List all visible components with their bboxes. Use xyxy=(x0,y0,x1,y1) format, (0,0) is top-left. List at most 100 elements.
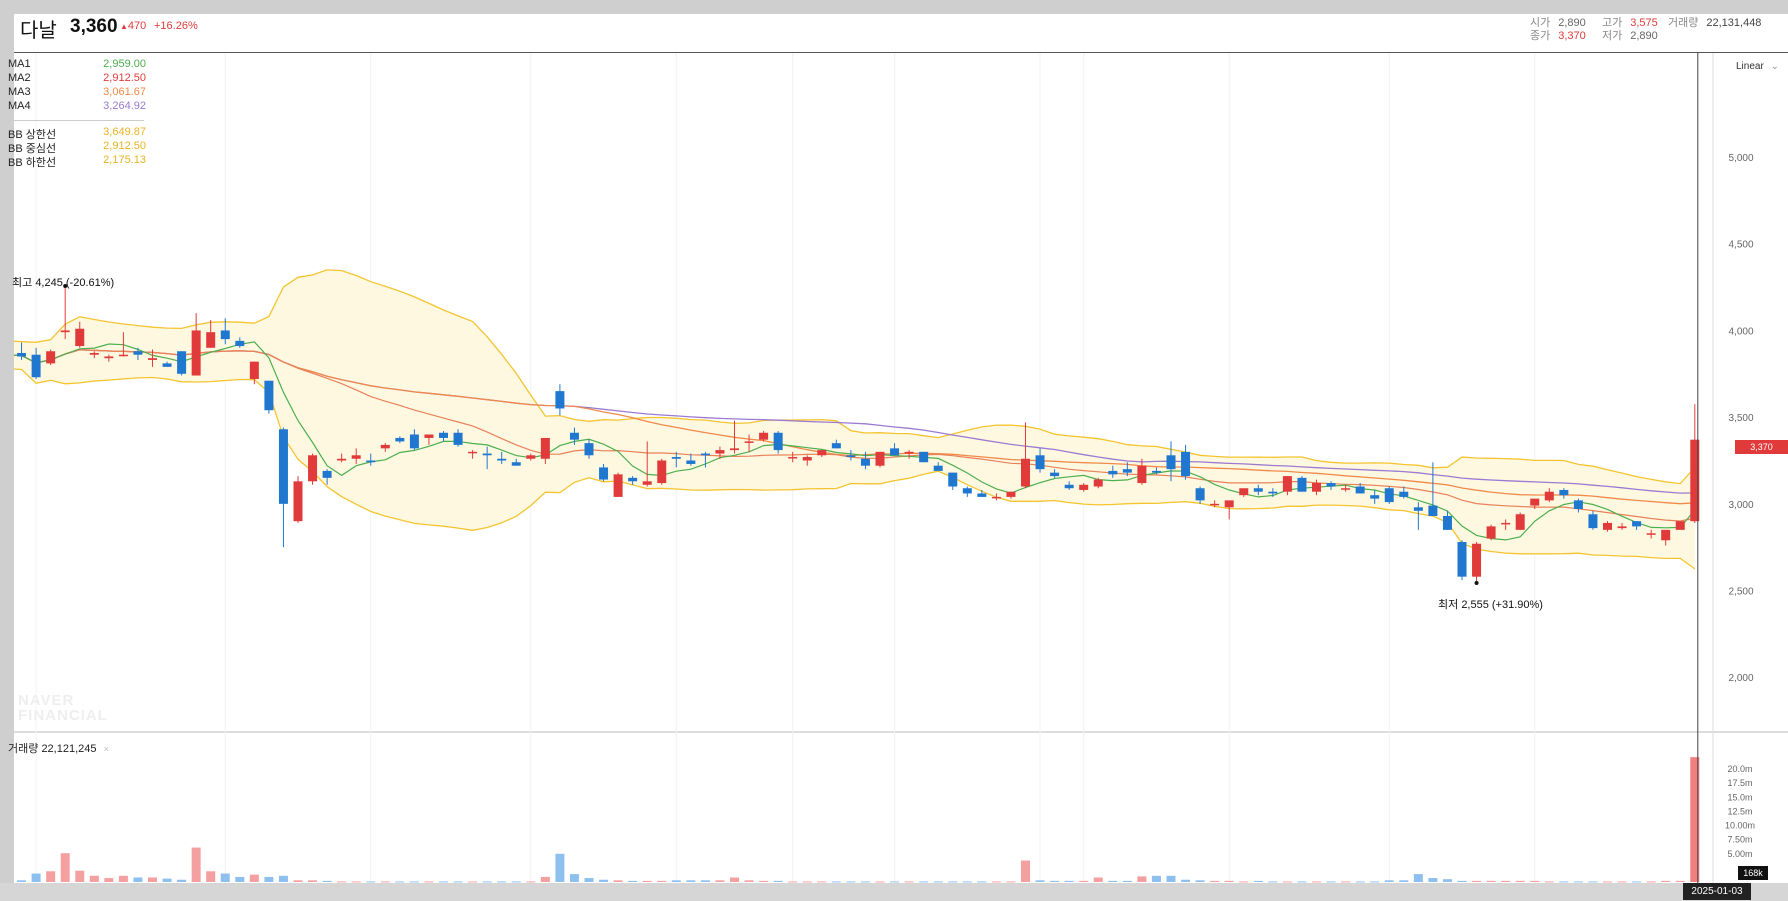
candle xyxy=(1370,489,1380,504)
bb-lower-label: BB 하한선 xyxy=(8,157,57,169)
volume-bar xyxy=(1355,881,1365,883)
candle-body xyxy=(1384,488,1394,503)
volume-bar xyxy=(148,877,157,882)
ma2-label: MA2 xyxy=(8,72,31,84)
candle xyxy=(599,463,609,482)
price-tick-label: 3,000 xyxy=(1728,500,1753,511)
volume-bar xyxy=(75,870,85,882)
candle-body xyxy=(366,460,376,463)
close-icon[interactable]: × xyxy=(103,744,109,754)
volume-bar xyxy=(220,873,230,882)
candle xyxy=(1166,441,1176,482)
volume-bar xyxy=(991,881,1001,883)
candle xyxy=(1253,484,1263,496)
candle xyxy=(409,429,419,451)
candle-body xyxy=(191,330,201,376)
candle-body xyxy=(919,451,929,463)
volume-bar xyxy=(977,881,987,883)
candle-body xyxy=(802,457,812,461)
price-tick-label: 5,000 xyxy=(1728,153,1753,164)
volume-bar xyxy=(162,878,172,882)
candle-body xyxy=(730,448,739,451)
candle-body xyxy=(278,429,288,504)
volume-bar xyxy=(584,878,594,882)
candle xyxy=(497,451,507,464)
volume-bar xyxy=(453,881,463,883)
candle xyxy=(1603,521,1612,532)
price-change-percent: +16.26% xyxy=(154,20,198,32)
candle-body xyxy=(17,352,27,357)
candle xyxy=(569,427,579,445)
candle-body xyxy=(89,352,99,355)
volume-bar xyxy=(439,881,448,883)
volume-value: 22,131,448 xyxy=(1706,17,1762,29)
candle-body xyxy=(1239,488,1249,496)
volume-bar xyxy=(817,881,827,883)
candle xyxy=(700,451,710,468)
candle xyxy=(1646,529,1656,539)
candle-body xyxy=(133,351,143,355)
volume-bar xyxy=(133,877,143,882)
candle-body xyxy=(948,472,958,487)
volume-bar xyxy=(1501,880,1511,882)
volume-bar xyxy=(642,880,652,882)
volume-bar xyxy=(337,881,347,883)
candle xyxy=(1050,469,1060,478)
candle-body xyxy=(177,351,187,374)
candle xyxy=(1239,488,1249,497)
volume-bar xyxy=(1297,881,1307,883)
candle xyxy=(395,436,405,444)
volume-bar xyxy=(628,880,638,882)
candle-body xyxy=(220,330,230,340)
candle-body xyxy=(409,434,419,449)
volume-bar xyxy=(1122,880,1132,882)
volume-bar xyxy=(235,876,245,882)
volume-tick-label: 12.5m xyxy=(1727,806,1752,816)
candle xyxy=(962,486,972,497)
candle-body xyxy=(962,488,972,494)
candle-body xyxy=(148,358,157,360)
candle-body xyxy=(468,451,478,454)
candle-body xyxy=(1632,521,1642,527)
volume-bar xyxy=(1617,881,1627,883)
candle-body xyxy=(249,361,259,379)
volume-bar xyxy=(759,880,769,882)
scale-selector[interactable]: Linear ⌄ xyxy=(1736,61,1779,72)
close-readout: 종가 3,370 xyxy=(1530,27,1586,43)
candle-body xyxy=(104,356,114,359)
volume-bar xyxy=(1108,880,1118,882)
candle xyxy=(904,450,914,459)
current-volume-tag: 168k xyxy=(1738,866,1768,880)
volume-panel-label: 거래량 xyxy=(8,743,39,755)
volume-bar xyxy=(1544,881,1554,883)
candle xyxy=(89,351,99,359)
candle xyxy=(919,451,929,463)
candle xyxy=(133,347,143,360)
volume-bar xyxy=(1442,879,1452,882)
candle xyxy=(860,451,870,470)
volume-bar xyxy=(177,879,187,882)
volume-bar xyxy=(875,881,885,883)
candle-body xyxy=(1544,491,1554,501)
candle xyxy=(831,439,841,449)
candle xyxy=(933,462,943,471)
period-low-prefix: 최저 xyxy=(1438,599,1459,611)
candle-body xyxy=(1181,451,1191,477)
candle-body xyxy=(773,432,783,451)
candle xyxy=(1573,498,1583,513)
candle xyxy=(788,451,798,463)
candle-body xyxy=(1050,472,1060,477)
quote-header: 다날 3,360 ▲470 +16.26% 시가 2,890 고가 3,575 거래… xyxy=(14,14,1788,53)
candle xyxy=(1457,540,1467,581)
candle xyxy=(1122,462,1132,477)
volume-bar xyxy=(497,881,507,883)
candle xyxy=(875,451,885,468)
volume-bar xyxy=(1312,881,1321,883)
volume-bar xyxy=(380,881,390,883)
volume-bar xyxy=(60,853,70,882)
candle-body xyxy=(744,441,754,443)
candle-body xyxy=(1224,500,1234,508)
volume-bar xyxy=(278,875,288,882)
candle xyxy=(1588,510,1598,530)
